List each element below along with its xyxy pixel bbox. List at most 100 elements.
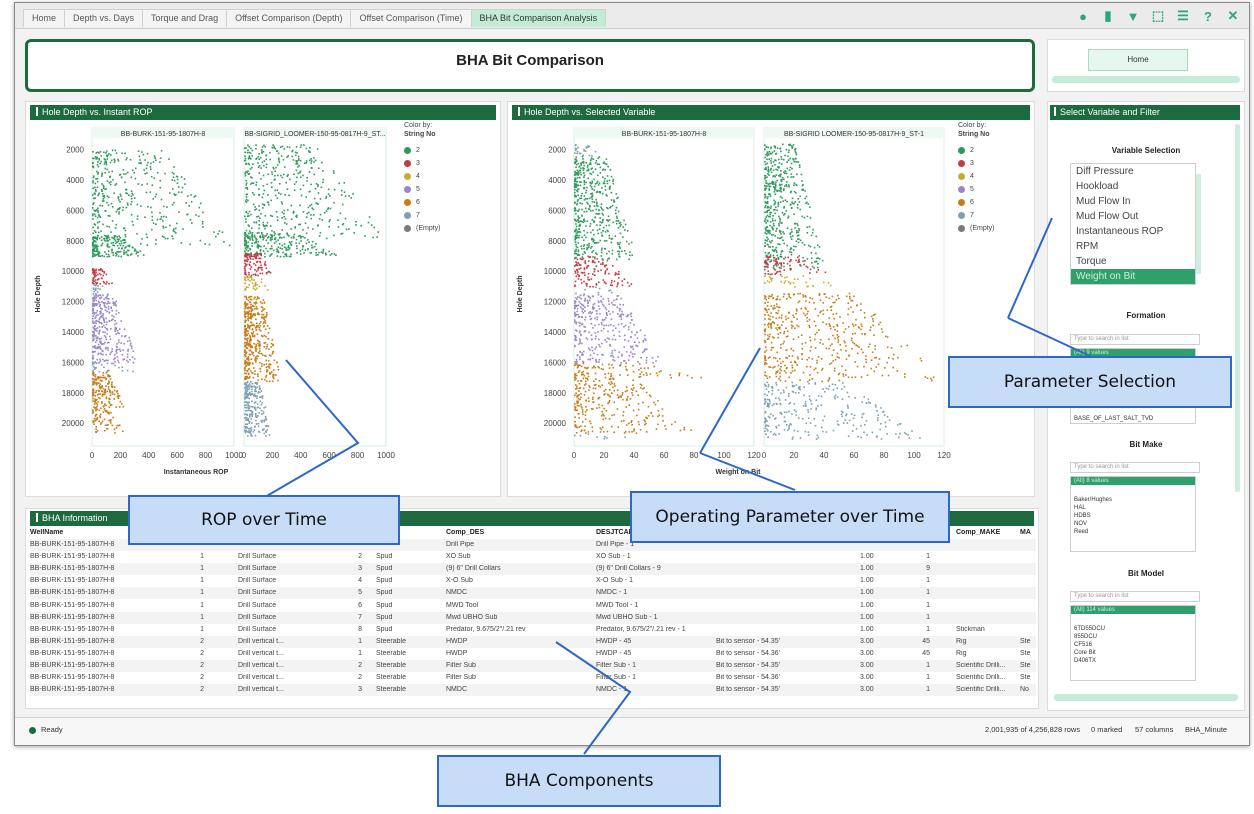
data-point [92,162,94,165]
data-point [769,295,772,298]
data-point [150,206,152,209]
data-point [578,268,580,270]
legend-item[interactable]: 5 [404,183,441,196]
legend-item[interactable]: 3 [404,157,441,170]
data-point [780,150,782,153]
data-point [855,344,857,346]
data-point [247,313,250,316]
data-point [201,222,204,225]
data-point [309,204,311,207]
data-point [642,388,644,390]
data-point [764,239,767,242]
tab-1[interactable]: Depth vs. Days [64,9,144,27]
data-point [104,348,107,350]
data-point [774,163,776,166]
tab-3[interactable]: Offset Comparison (Depth) [226,9,352,27]
data-point [283,222,286,224]
data-point [787,184,790,186]
data-point [603,240,606,242]
data-point [259,350,261,352]
data-point [111,282,113,284]
data-point [245,201,248,203]
legend-label: 4 [416,173,420,180]
data-point [628,285,631,287]
data-point [261,302,263,305]
data-point [809,277,811,280]
data-point [251,242,253,245]
data-point [114,227,117,229]
data-point [250,303,252,306]
data-point [827,282,830,284]
data-point [594,256,596,259]
data-point [248,225,250,227]
legend-item[interactable]: (Empty) [404,222,441,235]
data-point [262,185,265,187]
data-point [612,386,614,389]
data-point [263,225,265,227]
data-point [768,366,770,368]
tab-2[interactable]: Torque and Drag [142,9,228,27]
data-point [788,260,791,263]
data-point [95,271,97,274]
data-point [581,272,584,274]
data-point [95,390,98,392]
filter-icon[interactable]: ▼ [1126,8,1140,24]
facet-title: BB-BURK-151-95-1807H-8 [121,131,206,138]
data-point [172,172,175,175]
data-point [107,293,109,295]
data-point [244,321,247,324]
data-point [333,188,336,191]
data-point [585,162,588,164]
legend-item[interactable]: 2 [404,144,441,157]
data-point [133,357,136,360]
data-point [643,419,646,421]
bookmark-icon[interactable]: ▮ [1104,8,1112,23]
data-point [772,297,774,300]
data-point [581,247,583,250]
menu-icon[interactable]: ☰ [1177,8,1189,23]
scatter-series-7 [92,362,134,373]
help-icon[interactable]: ? [1204,8,1212,24]
rop-scatter[interactable]: 2000400060008000100001200014000160001800… [26,102,502,498]
data-point [805,308,807,310]
data-point [851,300,854,302]
data-point [259,321,262,323]
close-icon[interactable]: ✕ [1227,8,1239,23]
legend-dot-icon [404,225,411,232]
data-point [856,345,859,347]
data-point [264,354,266,357]
data-point [765,254,768,257]
legend-item[interactable]: 4 [404,170,441,183]
data-point [299,159,302,162]
select-icon[interactable]: ⬚ [1151,8,1165,23]
data-point [250,183,252,185]
data-point [249,405,251,408]
legend-item[interactable]: 7 [404,209,441,222]
data-point [784,280,787,282]
data-point [771,219,774,222]
tab-0[interactable]: Home [23,9,66,27]
data-point [251,345,253,348]
data-point [263,308,266,310]
data-point [249,393,251,395]
x-tick-label: 60 [660,451,669,460]
data-point [597,241,600,244]
comment-icon[interactable]: ● [1079,8,1087,24]
data-point [764,272,767,275]
data-point [595,286,597,289]
data-point [585,189,588,192]
legend-item[interactable]: 6 [404,196,441,209]
home-button[interactable]: Home [1088,49,1188,71]
data-point [587,305,589,307]
data-point [249,295,251,298]
data-point [245,372,248,375]
data-point [578,324,581,327]
data-point [337,219,339,221]
variable-scatter[interactable]: 2000400060008000100001200014000160001800… [508,102,1036,498]
data-point [281,145,284,148]
data-point [589,318,592,321]
data-point [777,258,780,260]
tab-4[interactable]: Offset Comparison (Time) [350,9,472,27]
tab-5[interactable]: BHA Bit Comparison Analysis [470,9,607,27]
data-point [256,313,259,316]
